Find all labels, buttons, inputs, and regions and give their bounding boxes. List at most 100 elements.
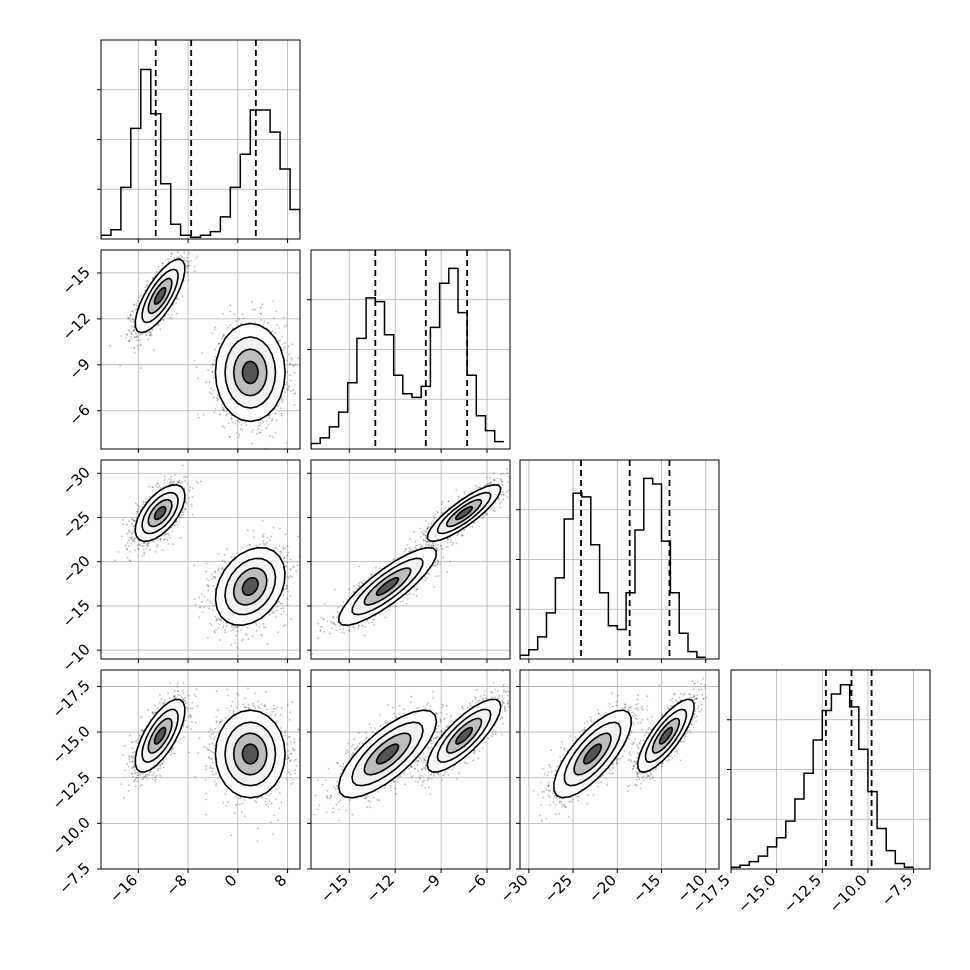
sample-point xyxy=(217,342,220,345)
sample-point xyxy=(229,310,232,313)
sample-point xyxy=(183,251,186,254)
sample-point xyxy=(151,329,154,332)
sample-point xyxy=(223,553,226,556)
sample-point xyxy=(146,542,149,545)
sample-point xyxy=(132,329,135,332)
sample-point xyxy=(186,256,189,259)
sample-point xyxy=(286,388,289,391)
y-tick-label: −9 xyxy=(65,355,93,383)
sample-point xyxy=(257,425,260,427)
sample-point xyxy=(230,556,233,559)
sample-point xyxy=(282,399,285,401)
sample-point xyxy=(176,480,179,483)
sample-point xyxy=(265,426,268,429)
sample-point xyxy=(230,417,233,420)
sample-point xyxy=(128,550,131,553)
sample-point xyxy=(133,329,135,332)
sample-point xyxy=(175,257,178,260)
sample-point xyxy=(165,533,168,536)
sample-point xyxy=(223,409,225,412)
sample-point xyxy=(119,364,121,367)
sample-point xyxy=(172,530,174,533)
sample-point xyxy=(134,502,137,505)
sample-point xyxy=(280,397,283,400)
sample-point xyxy=(126,532,128,535)
sample-point xyxy=(185,500,187,503)
sample-point xyxy=(178,516,181,519)
sample-point xyxy=(169,316,171,319)
sample-point xyxy=(142,500,145,503)
sample-point xyxy=(147,541,150,544)
sample-point xyxy=(278,600,281,603)
sample-point xyxy=(124,336,127,339)
sample-point xyxy=(252,308,255,311)
sample-point xyxy=(268,417,271,419)
sample-point xyxy=(169,255,172,258)
sample-point xyxy=(187,271,189,274)
sample-point xyxy=(195,366,198,369)
sample-point xyxy=(285,324,288,327)
sample-point xyxy=(263,544,265,547)
sample-point xyxy=(289,374,291,377)
sample-point xyxy=(290,357,293,360)
sample-point xyxy=(183,257,186,260)
sample-point xyxy=(131,522,133,525)
sample-point xyxy=(140,333,143,335)
sample-point xyxy=(132,321,135,323)
sample-point xyxy=(129,313,132,316)
sample-point xyxy=(292,566,295,569)
sample-point xyxy=(214,355,217,358)
sample-point xyxy=(262,536,265,538)
sample-point xyxy=(260,319,262,321)
sample-point xyxy=(128,530,131,532)
sample-point xyxy=(268,614,271,616)
sample-point xyxy=(294,363,297,366)
sample-point xyxy=(149,334,151,337)
sample-point xyxy=(143,551,146,554)
sample-point xyxy=(176,312,178,315)
sample-point xyxy=(176,248,178,250)
sample-point xyxy=(139,343,142,346)
sample-point xyxy=(271,612,274,614)
sample-point xyxy=(135,335,138,337)
contour-core xyxy=(153,505,167,521)
sample-point xyxy=(133,539,136,541)
sample-point xyxy=(229,304,232,307)
sample-point xyxy=(286,554,289,557)
sample-point xyxy=(284,346,286,348)
sample-point xyxy=(237,436,240,439)
sample-point xyxy=(186,267,189,270)
sample-point xyxy=(139,367,142,370)
sample-point xyxy=(175,298,178,300)
sample-point xyxy=(149,331,151,333)
sample-point xyxy=(157,482,160,485)
sample-point xyxy=(214,571,216,574)
sample-point xyxy=(133,328,135,331)
sample-point xyxy=(283,387,286,390)
sample-point xyxy=(164,484,167,487)
sample-point xyxy=(137,547,139,550)
sample-point xyxy=(136,508,139,511)
sample-point xyxy=(173,474,176,476)
sample-point xyxy=(126,523,128,526)
sample-point xyxy=(218,413,221,416)
sample-point xyxy=(241,546,244,549)
sample-point xyxy=(150,334,153,337)
sample-point xyxy=(260,419,263,421)
sample-point xyxy=(126,333,128,336)
sample-point xyxy=(261,429,264,432)
sample-point xyxy=(143,501,145,503)
sample-point xyxy=(170,252,173,255)
sample-point xyxy=(138,544,141,546)
sample-point xyxy=(271,436,274,439)
sample-point xyxy=(288,353,290,356)
sample-point xyxy=(211,371,214,373)
sample-point xyxy=(280,613,283,616)
sample-point xyxy=(130,535,133,538)
sample-point xyxy=(130,315,132,318)
sample-point xyxy=(137,345,140,347)
sample-point xyxy=(152,348,155,351)
sample-point xyxy=(292,365,295,367)
y-tick-label: −15 xyxy=(59,263,94,298)
sample-point xyxy=(127,545,130,547)
